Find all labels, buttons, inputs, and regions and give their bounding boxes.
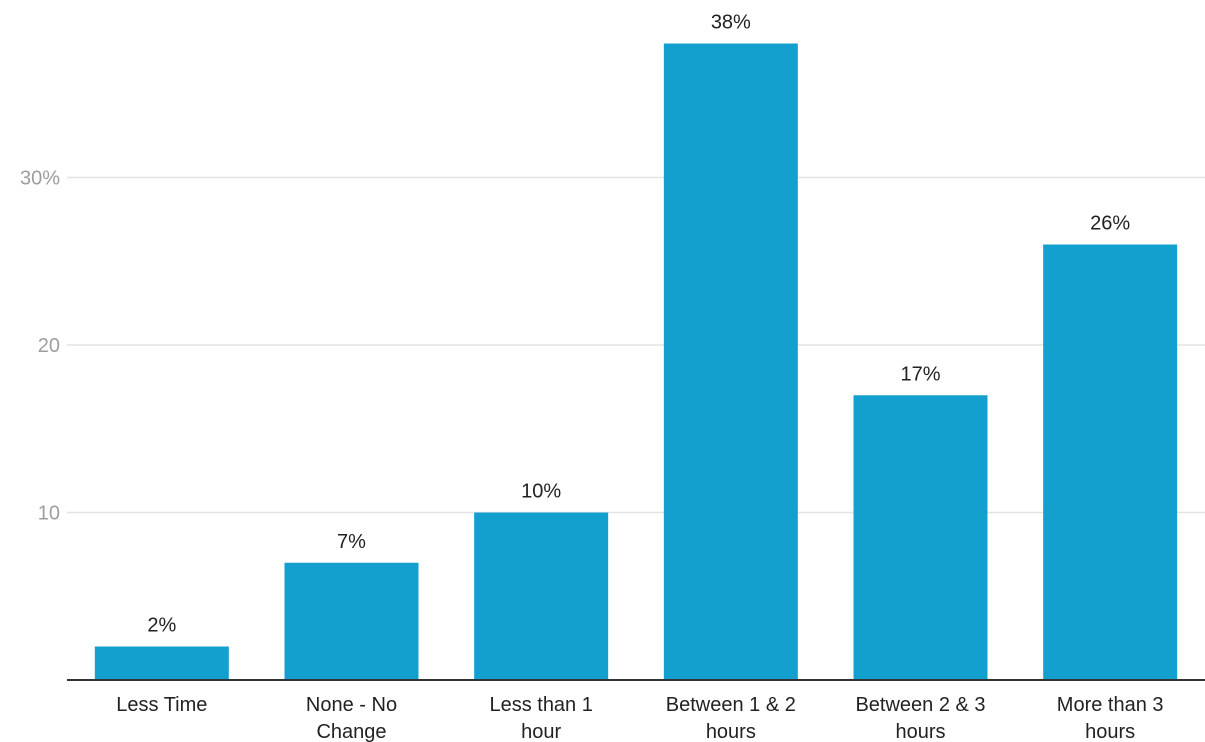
y-tick-label: 20 — [38, 335, 60, 357]
data-label: 7% — [337, 531, 366, 553]
bar — [1043, 244, 1178, 680]
bar — [853, 395, 988, 680]
bar — [474, 512, 609, 680]
bars — [94, 43, 1178, 680]
x-category-label: Less than 1 — [489, 694, 592, 716]
x-category-label: hours — [895, 721, 945, 742]
bar — [284, 562, 419, 680]
data-label: 10% — [521, 481, 561, 503]
bar — [663, 43, 798, 680]
y-tick-label: 30% — [20, 168, 60, 190]
x-category-label: hour — [521, 721, 561, 742]
x-category-label: Less Time — [116, 694, 207, 716]
x-category-label: Between 1 & 2 — [666, 694, 796, 716]
x-category-label: Between 2 & 3 — [855, 694, 985, 716]
gridlines — [67, 176, 1205, 514]
bar — [94, 646, 229, 680]
y-axis-ticks: 10 20 30% — [20, 168, 60, 525]
data-label: 26% — [1090, 213, 1130, 235]
data-labels: 2% 7% 10% 38% 17% 26% — [147, 12, 1130, 637]
data-label: 38% — [711, 12, 751, 34]
data-label: 17% — [900, 363, 940, 385]
y-tick-label: 10 — [38, 503, 60, 525]
data-label: 2% — [147, 615, 176, 637]
x-category-label: hours — [1085, 721, 1135, 742]
x-category-label: More than 3 — [1057, 694, 1164, 716]
x-axis-categories: Less Time None - No Change Less than 1 hour B… — [116, 694, 1163, 742]
x-category-label: Change — [316, 721, 386, 742]
x-category-label: hours — [706, 721, 756, 742]
x-category-label: None - No — [306, 694, 397, 716]
